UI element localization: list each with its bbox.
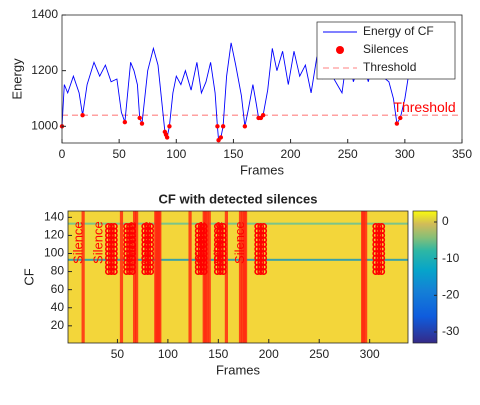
silence-point	[122, 119, 128, 125]
x-tick-label: 150	[223, 147, 243, 161]
y-tick-label: 1000	[31, 118, 58, 132]
silence-point	[164, 135, 170, 140]
colorbar-tick-label: -10	[442, 251, 460, 265]
silence-point	[139, 121, 145, 126]
x-tick-label: 0	[59, 147, 66, 161]
silence-band	[243, 211, 248, 343]
silence-band	[81, 211, 85, 343]
silence-marker	[213, 222, 221, 230]
silence-point	[220, 124, 226, 129]
legend-label: Energy of CF	[363, 24, 434, 38]
silence-marker	[144, 222, 152, 230]
silence-label: Silence	[71, 221, 86, 264]
silence-band	[224, 211, 228, 343]
x-tick-label: 200	[281, 147, 301, 161]
silence-marker	[107, 222, 115, 230]
silence-point	[215, 124, 220, 129]
x-tick-label: 200	[259, 347, 279, 361]
colorbar-tick-label: -30	[442, 324, 460, 338]
silence-band	[188, 211, 192, 343]
plot-frame	[61, 14, 463, 144]
silence-band	[132, 211, 137, 343]
silence-marker	[216, 222, 224, 230]
silence-marker	[378, 222, 386, 230]
silence-band	[119, 211, 124, 343]
colorbar	[412, 210, 438, 344]
silence-point	[137, 115, 142, 121]
x-axis-label: Frames	[240, 162, 285, 177]
heatmap-row	[68, 222, 408, 225]
silence-band	[203, 211, 207, 343]
x-tick-label: 150	[208, 347, 228, 361]
x-tick-label: 100	[158, 347, 178, 361]
y-tick-label: 120	[44, 228, 64, 242]
silence-label: Silence	[211, 221, 226, 264]
silence-band	[205, 211, 209, 343]
chart-title: CF with detected silences	[159, 191, 318, 206]
x-tick-label: 300	[395, 147, 415, 161]
annotation: Threshold	[393, 99, 455, 115]
silence-point	[218, 135, 224, 140]
silence-point	[242, 124, 248, 129]
silence-point	[167, 124, 172, 129]
silence-marker	[257, 222, 265, 230]
y-axis-label: Energy	[9, 58, 24, 100]
silence-label: Silence	[91, 221, 106, 264]
silence-marker	[197, 222, 205, 230]
silence-marker	[200, 222, 208, 230]
y-tick-label: 100	[44, 246, 64, 260]
y-tick-label: 60	[51, 282, 65, 296]
x-tick-label: 250	[338, 147, 358, 161]
x-tick-label: 50	[112, 147, 126, 161]
silence-point	[394, 121, 400, 126]
silence-marker	[147, 222, 155, 230]
legend-label: Threshold	[363, 60, 416, 74]
silence-marker	[126, 222, 133, 230]
silence-band	[158, 211, 162, 343]
silence-band	[240, 211, 245, 343]
silence-band	[238, 211, 243, 343]
y-tick-label: 140	[44, 210, 64, 224]
silence-point	[398, 115, 403, 121]
silence-marker	[219, 222, 227, 230]
x-tick-label: 100	[166, 147, 186, 161]
x-tick-label: 350	[452, 147, 472, 161]
silence-marker	[194, 222, 202, 230]
silence-marker	[260, 222, 268, 230]
silence-label: Silence	[194, 221, 209, 264]
y-tick-label: 1400	[31, 7, 58, 21]
heatmap-row	[68, 258, 408, 261]
silence-band	[364, 211, 368, 343]
silence-band	[135, 211, 139, 343]
silence-marker	[375, 222, 383, 230]
x-tick-label: 50	[111, 347, 125, 361]
y-tick-label: 1200	[31, 63, 58, 77]
x-tick-label: 250	[309, 347, 329, 361]
legend-label: Silences	[363, 42, 408, 56]
y-tick-label: 80	[51, 264, 65, 278]
plot-frame	[67, 210, 409, 344]
silence-band	[207, 211, 211, 343]
silence-label: Silence	[139, 221, 154, 264]
silence-label: Silence	[124, 221, 139, 264]
y-tick-label: 40	[51, 300, 65, 314]
silence-marker	[129, 222, 136, 230]
silence-marker	[110, 222, 118, 230]
colorbar-tick-label: -20	[442, 288, 460, 302]
y-tick-label: 20	[51, 318, 65, 332]
legend-dot	[336, 46, 344, 54]
silence-marker	[141, 222, 149, 230]
silence-marker	[104, 222, 112, 230]
colorbar-tick-label: 0	[442, 214, 449, 228]
silence-point	[260, 112, 266, 118]
silence-point	[80, 112, 85, 118]
silence-label: Silence	[232, 221, 247, 264]
x-tick-label: 300	[360, 347, 380, 361]
silence-band	[362, 211, 366, 343]
y-axis-label: CF	[21, 268, 36, 285]
x-axis-label: Frames	[216, 362, 261, 377]
